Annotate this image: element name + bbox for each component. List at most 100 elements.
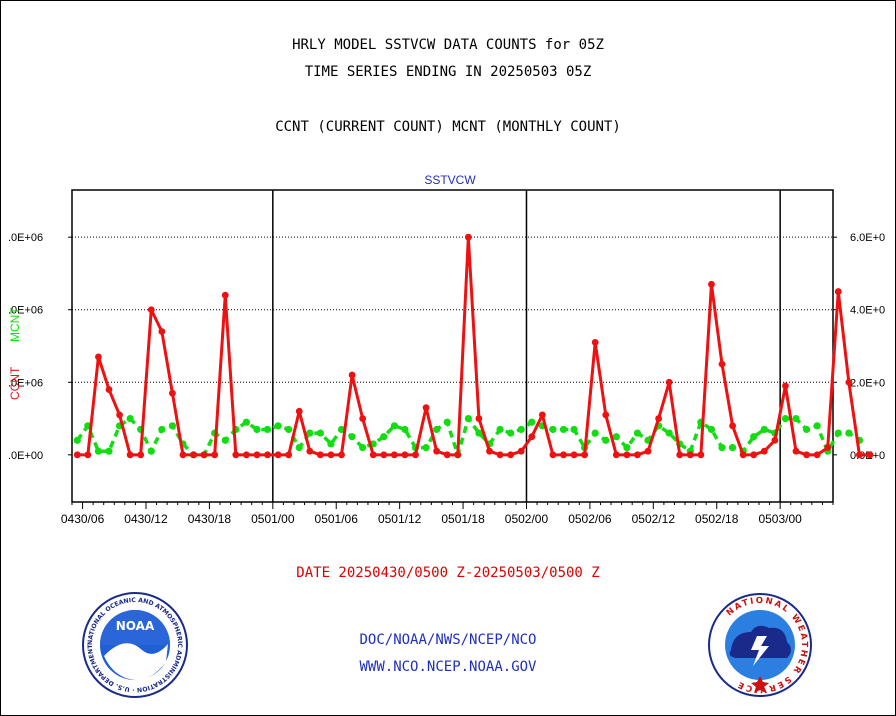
- series-ccnt-point: [560, 451, 567, 459]
- series-ccnt-point: [147, 306, 155, 314]
- series-ccnt-point: [591, 338, 599, 346]
- series-ccnt-point: [348, 371, 356, 379]
- series-ccnt-point: [686, 451, 694, 459]
- series-mcnt-point: [274, 422, 282, 430]
- plot-title: SSTVCW: [424, 173, 476, 187]
- day-dividers: [272, 190, 781, 502]
- series-mcnt-point: [834, 429, 842, 437]
- series-ccnt-point: [676, 451, 684, 459]
- series-ccnt-point: [750, 451, 758, 459]
- x-tick-label: 0502/06: [568, 512, 612, 526]
- series-mcnt-point: [633, 429, 642, 437]
- series-mcnt-point: [348, 433, 356, 441]
- series-ccnt-point: [644, 447, 652, 455]
- series-mcnt-point: [665, 429, 673, 437]
- series-ccnt-point: [538, 411, 546, 419]
- x-tick-label: 0430/06: [61, 512, 105, 526]
- series-ccnt-point: [232, 451, 240, 459]
- x-tick-label: 0501/06: [315, 512, 359, 526]
- series-ccnt-point: [813, 451, 821, 459]
- series-ccnt-point: [116, 411, 123, 419]
- series-ccnt-point: [612, 451, 620, 459]
- series-ccnt-point: [475, 415, 483, 422]
- series-mcnt-point: [73, 436, 81, 444]
- series-ccnt-point: [105, 386, 113, 393]
- series-ccnt-point: [708, 280, 715, 288]
- series-ccnt-point: [253, 451, 261, 459]
- series-ccnt-point: [496, 451, 504, 459]
- y-tick-label-right: 4.0E+0: [850, 305, 885, 317]
- date-range-label: DATE 20250430/0500 Z-20250503/0500 Z: [296, 565, 600, 581]
- series-ccnt-point: [169, 389, 176, 397]
- series-mcnt-point: [105, 447, 113, 455]
- series-ccnt-point: [306, 447, 314, 455]
- series-ccnt-point: [221, 291, 229, 299]
- series-ccnt-point: [771, 436, 779, 444]
- series-ccnt-point: [200, 451, 208, 459]
- x-tick-label: 0430/18: [188, 512, 232, 526]
- y-tick-label-right: 2.0E+0: [850, 377, 885, 389]
- series-ccnt-point: [729, 422, 736, 430]
- series-mcnt-point: [158, 425, 166, 434]
- series-mcnt-point: [602, 436, 610, 444]
- nws-logo: NATIONAL WEATHER SERVICE: [708, 593, 812, 697]
- series-ccnt-point: [126, 451, 134, 459]
- series-ccnt-point: [242, 451, 250, 459]
- series-ccnt-point: [327, 451, 335, 459]
- series-mcnt-point: [781, 414, 790, 423]
- chart-title-line1: HRLY MODEL SSTVCW DATA COUNTS for 05Z: [292, 37, 604, 53]
- chart-title-line2: TIME SERIES ENDING IN 20250503 05Z: [304, 64, 592, 80]
- y-tick-label-left: .0E+06: [8, 305, 43, 317]
- series-mcnt-point: [549, 425, 557, 434]
- series-ccnt-point: [95, 353, 102, 361]
- series-ccnt-point: [845, 378, 853, 386]
- org-label: DOC/NOAA/NWS/NCEP/NCO: [359, 632, 537, 648]
- series-ccnt-point: [158, 328, 166, 335]
- series-ccnt-point: [665, 378, 673, 386]
- series-ccnt-point: [528, 433, 536, 441]
- series-ccnt-point: [464, 233, 472, 241]
- y-tick-label-left: .0E+06: [8, 377, 43, 389]
- series-ccnt-point: [179, 451, 187, 459]
- series-ccnt-point: [359, 415, 367, 422]
- series-mcnt-point: [285, 425, 293, 434]
- series-ccnt-point: [433, 447, 441, 455]
- series-ccnt-point: [517, 447, 525, 455]
- series-mcnt-point: [707, 425, 716, 434]
- chart-area: SSTVCW .0E+00.0E+06.0E+06.0E+06 0.0E+02.…: [8, 173, 885, 526]
- series-mcnt-point: [327, 440, 335, 448]
- series-mcnt-point: [422, 443, 430, 452]
- series-mcnt-point: [813, 422, 821, 430]
- series-mcnt-point: [475, 429, 483, 437]
- series-ccnt-point: [380, 451, 388, 459]
- ylabel-ccnt: CCNT: [8, 366, 22, 400]
- series-ccnt-point: [581, 451, 589, 459]
- series-mcnt-point: [728, 443, 737, 452]
- x-tick-label: 0501/00: [251, 512, 295, 526]
- series-mcnt-point: [401, 425, 409, 434]
- series-ccnt-point: [73, 451, 81, 459]
- series-ccnt-point: [137, 451, 145, 459]
- series-mcnt-point: [253, 425, 261, 434]
- x-tick-label: 0501/12: [378, 512, 422, 526]
- series-ccnt: [73, 233, 874, 459]
- series-mcnt-point: [242, 418, 250, 426]
- series-ccnt-point: [655, 415, 663, 422]
- series-mcnt-point: [168, 422, 177, 430]
- series-ccnt-point: [190, 451, 197, 459]
- y-tick-label-left: .0E+06: [8, 232, 43, 244]
- x-tick-label: 0502/18: [695, 512, 739, 526]
- series-mcnt-point: [507, 429, 515, 437]
- series-mcnt-point: [623, 443, 631, 452]
- x-tick-label: 0503/00: [758, 512, 802, 526]
- series-ccnt-point: [422, 404, 430, 412]
- series-mcnt-point: [433, 425, 441, 434]
- series-ccnt-point: [507, 451, 515, 459]
- series-ccnt-point: [634, 451, 641, 459]
- series-mcnt-point: [316, 429, 324, 437]
- series-mcnt-point: [750, 433, 758, 441]
- y-tick-label-right: 6.0E+0: [850, 232, 885, 244]
- series-mcnt-point: [802, 425, 811, 434]
- series-ccnt-point: [316, 451, 324, 459]
- series-ccnt-point: [623, 451, 631, 459]
